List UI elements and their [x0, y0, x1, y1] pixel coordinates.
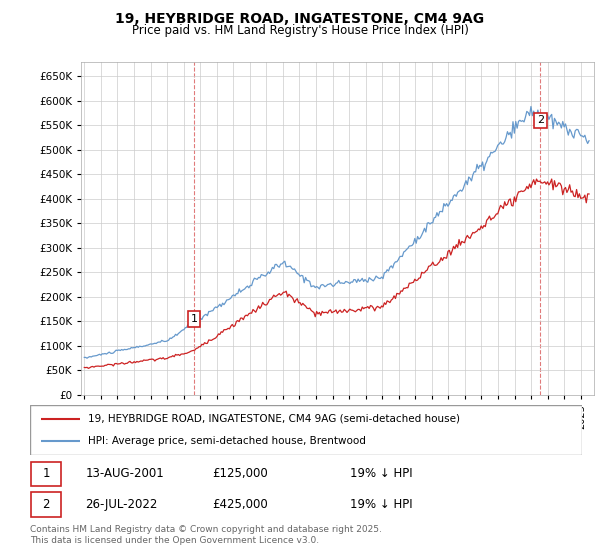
FancyBboxPatch shape: [30, 405, 582, 455]
Text: 26-JUL-2022: 26-JUL-2022: [85, 498, 158, 511]
Text: HPI: Average price, semi-detached house, Brentwood: HPI: Average price, semi-detached house,…: [88, 436, 366, 446]
Text: 19, HEYBRIDGE ROAD, INGATESTONE, CM4 9AG: 19, HEYBRIDGE ROAD, INGATESTONE, CM4 9AG: [115, 12, 485, 26]
Text: Price paid vs. HM Land Registry's House Price Index (HPI): Price paid vs. HM Land Registry's House …: [131, 24, 469, 37]
Text: £125,000: £125,000: [212, 467, 268, 480]
Text: 13-AUG-2001: 13-AUG-2001: [85, 467, 164, 480]
Text: Contains HM Land Registry data © Crown copyright and database right 2025.
This d: Contains HM Land Registry data © Crown c…: [30, 525, 382, 545]
Text: 2: 2: [536, 115, 544, 125]
Text: 2: 2: [42, 498, 50, 511]
Text: 1: 1: [42, 467, 50, 480]
Text: 19, HEYBRIDGE ROAD, INGATESTONE, CM4 9AG (semi-detached house): 19, HEYBRIDGE ROAD, INGATESTONE, CM4 9AG…: [88, 414, 460, 424]
Text: 19% ↓ HPI: 19% ↓ HPI: [350, 467, 413, 480]
Text: £425,000: £425,000: [212, 498, 268, 511]
FancyBboxPatch shape: [31, 461, 61, 486]
Text: 1: 1: [190, 314, 197, 324]
FancyBboxPatch shape: [31, 492, 61, 517]
Text: 19% ↓ HPI: 19% ↓ HPI: [350, 498, 413, 511]
